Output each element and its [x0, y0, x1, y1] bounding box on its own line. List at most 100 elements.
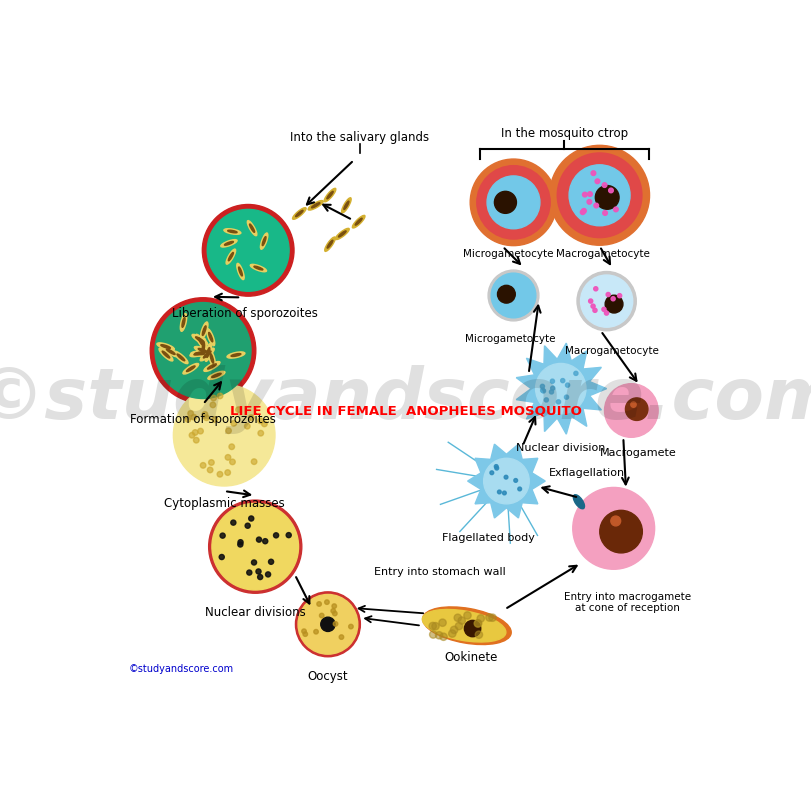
Circle shape: [212, 417, 217, 422]
Circle shape: [488, 270, 539, 321]
Ellipse shape: [212, 374, 221, 378]
Circle shape: [540, 384, 544, 389]
Circle shape: [430, 631, 437, 638]
Circle shape: [474, 620, 482, 627]
Circle shape: [556, 400, 560, 404]
Text: Into the salivary glands: Into the salivary glands: [290, 131, 429, 145]
Circle shape: [198, 428, 204, 434]
Text: Exflagellation: Exflagellation: [549, 468, 625, 478]
Circle shape: [603, 210, 607, 215]
Circle shape: [474, 620, 482, 627]
Circle shape: [600, 510, 642, 553]
Circle shape: [208, 467, 213, 473]
Circle shape: [258, 418, 264, 424]
Ellipse shape: [207, 329, 215, 346]
Circle shape: [535, 363, 586, 414]
Circle shape: [298, 594, 358, 654]
Circle shape: [483, 458, 530, 504]
Ellipse shape: [355, 218, 362, 225]
Circle shape: [263, 538, 268, 544]
Text: Macrogametocyte: Macrogametocyte: [565, 346, 659, 355]
Circle shape: [220, 533, 225, 538]
Circle shape: [625, 398, 648, 421]
Circle shape: [594, 286, 598, 291]
Text: Ookinete: Ookinete: [444, 651, 498, 664]
Ellipse shape: [163, 346, 178, 357]
Circle shape: [465, 620, 481, 637]
Circle shape: [174, 384, 275, 486]
Circle shape: [560, 378, 564, 382]
Ellipse shape: [208, 350, 216, 367]
Circle shape: [573, 487, 654, 570]
Circle shape: [582, 192, 587, 197]
Ellipse shape: [210, 354, 213, 363]
Text: Formation of sporozoites: Formation of sporozoites: [130, 413, 276, 426]
Circle shape: [487, 176, 540, 229]
Circle shape: [225, 454, 231, 460]
Ellipse shape: [208, 364, 217, 369]
Circle shape: [258, 430, 264, 436]
Ellipse shape: [254, 266, 263, 270]
Ellipse shape: [247, 221, 257, 236]
Circle shape: [217, 393, 223, 398]
Ellipse shape: [204, 351, 211, 358]
Ellipse shape: [224, 229, 241, 234]
Circle shape: [331, 609, 336, 613]
Circle shape: [268, 559, 273, 564]
Ellipse shape: [225, 242, 234, 246]
Circle shape: [593, 308, 597, 312]
Ellipse shape: [229, 253, 234, 261]
Circle shape: [258, 574, 263, 580]
Circle shape: [189, 433, 195, 438]
Circle shape: [589, 299, 593, 303]
Ellipse shape: [327, 240, 333, 248]
Circle shape: [208, 460, 214, 466]
Ellipse shape: [161, 345, 170, 348]
Text: Macrogametocyte: Macrogametocyte: [556, 250, 650, 259]
Circle shape: [617, 294, 622, 298]
Circle shape: [324, 600, 329, 605]
Circle shape: [450, 626, 457, 634]
Circle shape: [549, 390, 554, 394]
Circle shape: [210, 402, 216, 408]
Circle shape: [200, 462, 206, 468]
Circle shape: [604, 311, 608, 315]
Text: Nuclear divisions: Nuclear divisions: [205, 606, 306, 619]
Circle shape: [604, 384, 659, 438]
Circle shape: [295, 592, 360, 657]
Ellipse shape: [262, 237, 266, 246]
Circle shape: [605, 295, 623, 313]
Circle shape: [202, 205, 294, 296]
Circle shape: [349, 624, 354, 629]
Ellipse shape: [192, 334, 208, 345]
Circle shape: [504, 475, 508, 479]
Ellipse shape: [195, 346, 212, 354]
Ellipse shape: [237, 263, 244, 279]
Circle shape: [495, 191, 517, 214]
Circle shape: [569, 165, 630, 226]
Text: Liberation of sporozoites: Liberation of sporozoites: [172, 307, 318, 320]
Circle shape: [321, 617, 335, 631]
Circle shape: [217, 471, 223, 477]
Ellipse shape: [226, 249, 236, 264]
Ellipse shape: [204, 362, 220, 371]
Circle shape: [614, 207, 618, 212]
Ellipse shape: [187, 366, 195, 371]
Circle shape: [248, 415, 254, 421]
Circle shape: [251, 459, 257, 465]
Circle shape: [587, 199, 592, 204]
Ellipse shape: [162, 351, 169, 358]
Ellipse shape: [423, 607, 511, 645]
Ellipse shape: [200, 348, 214, 361]
Circle shape: [581, 209, 586, 213]
Ellipse shape: [177, 354, 185, 361]
Ellipse shape: [166, 349, 175, 354]
Circle shape: [464, 612, 471, 619]
Circle shape: [595, 179, 600, 184]
Circle shape: [273, 533, 279, 538]
Circle shape: [551, 379, 555, 383]
Ellipse shape: [159, 348, 173, 361]
Circle shape: [564, 395, 569, 399]
Text: Flagellated body: Flagellated body: [442, 534, 535, 543]
Circle shape: [611, 297, 616, 301]
